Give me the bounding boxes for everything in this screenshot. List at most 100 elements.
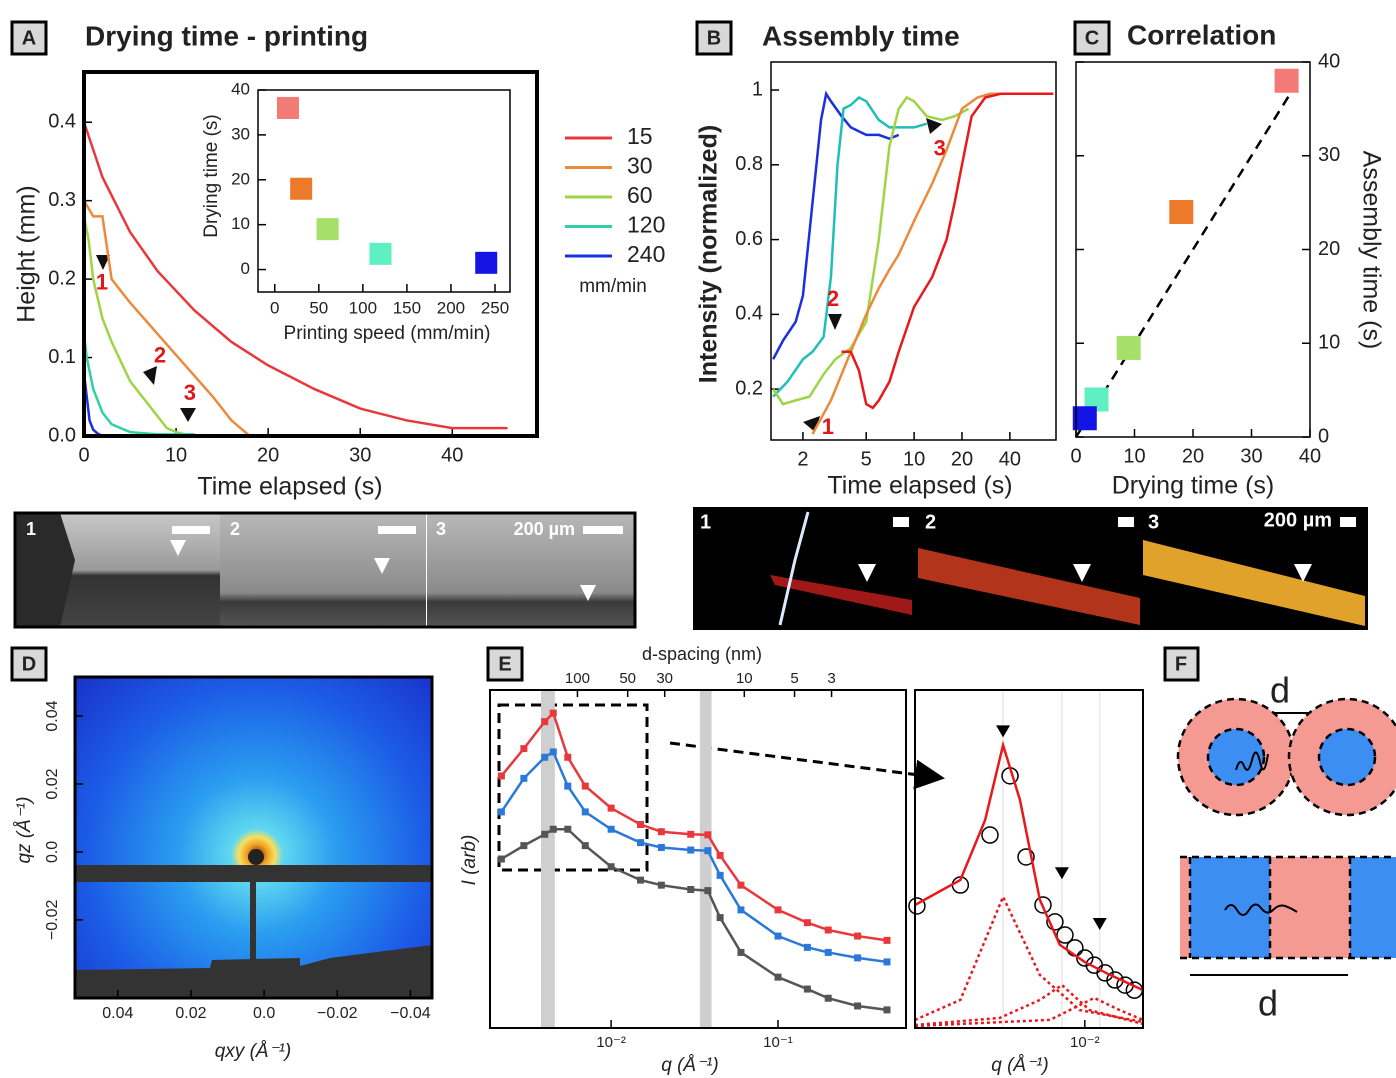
x-tick-label: 20 [951,448,973,470]
marker [1056,926,1074,944]
panel-label: D [22,653,36,675]
marker [581,808,589,816]
legend-label: 240 [627,241,665,267]
plot-frame [73,675,434,1000]
point [316,218,339,241]
legend-label: 120 [627,212,665,238]
panel-box [10,646,48,682]
marker [737,881,745,889]
x-tick-label: 20 [257,444,279,466]
plot-frame [914,689,1144,1029]
scale-label: 200 µm [1264,509,1332,531]
marker [657,828,665,836]
series-line [772,90,900,360]
x-axis-label: q (Å⁻¹) [991,1055,1049,1076]
marker [497,808,505,816]
marker [497,772,505,780]
x-tick-label: 40 [441,444,463,466]
marker [803,985,811,993]
layer [1350,857,1396,958]
marker [803,919,811,927]
marker [687,830,695,838]
marker [981,826,999,844]
pointer [858,564,1312,582]
x-tick-label: 250 [481,298,509,317]
x-tick-label: 40 [1299,445,1321,467]
marker [704,831,712,839]
scale-bar [1118,517,1134,527]
panel-label: B [707,27,721,49]
top-tick-label: 5 [790,670,798,687]
x-tick-label: 0 [78,444,89,466]
x-tick-label: 5 [861,448,872,470]
marker [581,842,589,850]
x-tick-label: 0.04 [102,1005,133,1022]
peak-marker [1092,917,1107,930]
chart-title: Assembly time [762,20,960,51]
marker [737,906,745,914]
peak-marker [1054,867,1069,880]
y-tick-label: 0.1 [48,346,76,368]
x-axis-label: Time elapsed (s) [197,473,382,501]
plot-frame [257,89,511,293]
marker [607,804,615,812]
layer [1190,857,1270,958]
y-tick-label: 40 [231,79,250,98]
marker [1034,896,1052,914]
y-tick-label: 0 [1318,425,1329,447]
x-tick-label: 200 [437,298,465,317]
marker [541,830,549,838]
x-axis-label: Printing speed (mm/min) [284,323,491,344]
image-label: 3 [1148,511,1159,533]
marker [549,748,557,756]
chain [1235,751,1269,771]
chart-title: Drying time - printing [85,20,368,51]
marker [520,745,528,753]
marker [774,973,782,981]
marker [824,948,832,956]
pointer [170,540,596,601]
d-label: d [1258,983,1278,1024]
plot-frame [82,70,539,438]
marker [883,1006,891,1014]
x-tick-label: 30 [349,444,371,466]
x-tick-label: 0.0 [253,1005,275,1022]
fiber [770,575,912,615]
annotation: 2 [154,343,166,368]
scale-bar [172,526,210,534]
y-tick-label: 40 [1318,50,1340,72]
marker [564,782,572,790]
y-axis-label: Height (mm) [13,185,41,323]
panel-label: C [1085,27,1099,49]
y-tick-label: 0.2 [48,267,76,289]
point [290,177,313,200]
annotation: 3 [934,136,946,161]
zoom-arrow [669,741,945,790]
marker [520,774,528,782]
x-tick-label: 10 [165,444,187,466]
point [1116,335,1141,360]
marker [854,932,862,940]
x-tick-label: 10⁻¹ [763,1034,793,1051]
y-axis-label: Intensity (normalized) [695,125,723,383]
scale-bar [893,517,909,527]
image-label: 3 [436,519,446,539]
nozzle [778,511,810,626]
legend-label: 30 [627,153,653,179]
band [699,690,712,1028]
marker [716,871,724,879]
y-tick-label: 0.02 [44,768,61,799]
annotation: 1 [96,270,108,295]
point [1169,200,1194,224]
series-line [914,893,1144,1024]
point [1072,406,1097,431]
nozzle [15,513,75,627]
marker [687,846,695,854]
scale-bar [1340,517,1356,527]
plot-frame [489,689,907,1029]
marker [657,843,665,851]
layer [1270,857,1350,958]
marker [687,885,695,893]
marker [824,994,832,1002]
